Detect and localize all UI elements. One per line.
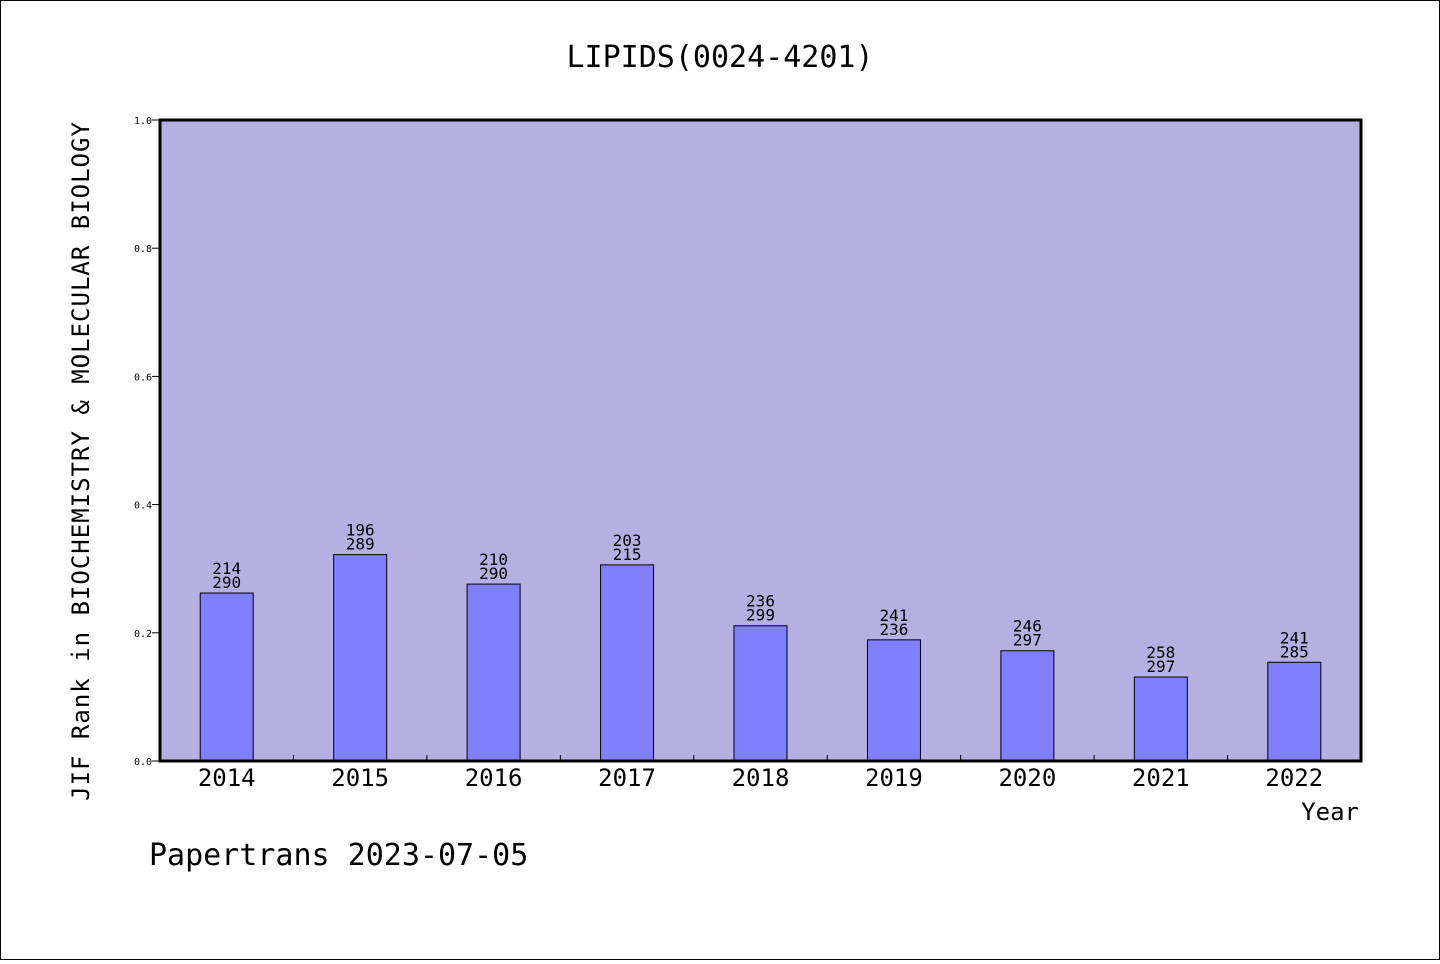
- bar-label-top: 196: [346, 521, 375, 540]
- bar: [199, 592, 254, 762]
- bar: [1133, 676, 1188, 762]
- x-tick-label: 2014: [198, 764, 256, 792]
- bar-label-top: 241: [879, 606, 908, 625]
- x-axis-ticks: 2014 2015 2016 2017 2018 2019 2020 2021 2022: [198, 755, 1323, 792]
- x-tick-label: 2019: [865, 764, 923, 792]
- bar-label-bottom: 215: [613, 545, 642, 564]
- bar-label-bottom: 289: [346, 535, 375, 554]
- bar-label-bottom: 285: [1280, 642, 1309, 661]
- bar: [1267, 661, 1322, 762]
- bar-label-bottom: 290: [479, 564, 508, 583]
- bar-label-bottom: 236: [879, 620, 908, 639]
- bar: [1000, 650, 1055, 762]
- y-tick-label: 1.0: [134, 116, 152, 127]
- bar-label-top: 236: [746, 592, 775, 611]
- bar: [333, 554, 388, 762]
- x-axis-label: Year: [1301, 798, 1359, 826]
- bar: [866, 639, 921, 762]
- x-tick-label: 2016: [465, 764, 523, 792]
- y-tick-label: 0.6: [134, 372, 152, 383]
- bar: [733, 625, 788, 762]
- bar-label-top: 246: [1013, 617, 1042, 636]
- x-tick-label: 2017: [598, 764, 656, 792]
- footer-source-date: Papertrans 2023-07-05: [149, 838, 528, 873]
- y-axis-label: JIF Rank in BIOCHEMISTRY & MOLECULAR BIO…: [67, 121, 95, 801]
- x-tick-label: 2022: [1265, 764, 1323, 792]
- bar: [466, 583, 521, 762]
- bar-label-bottom: 297: [1013, 631, 1042, 650]
- bar-label-top: 258: [1146, 643, 1175, 662]
- bar-label-bottom: 297: [1146, 657, 1175, 676]
- x-tick-label: 2015: [331, 764, 389, 792]
- bar-label-bottom: 290: [212, 573, 241, 592]
- bar-label-top: 203: [613, 531, 642, 550]
- x-tick-label: 2021: [1132, 764, 1190, 792]
- y-axis-ticks: 0.0 0.2 0.4 0.6 0.8 1.0: [134, 116, 160, 768]
- bar-label-top: 241: [1280, 628, 1309, 647]
- plot-border: [158, 118, 1363, 763]
- bar-label-top: 214: [212, 559, 241, 578]
- y-tick-label: 0.8: [134, 244, 152, 255]
- x-tick-label: 2018: [732, 764, 790, 792]
- y-tick-label: 0.0: [134, 757, 152, 768]
- bar-label-bottom: 299: [746, 606, 775, 625]
- bar: [600, 564, 655, 762]
- y-tick-label: 0.2: [134, 629, 152, 640]
- x-tick-label: 2020: [998, 764, 1056, 792]
- bar-label-top: 210: [479, 550, 508, 569]
- chart-title: LIPIDS(0024-4201): [566, 40, 873, 75]
- y-tick-label: 0.4: [134, 501, 152, 512]
